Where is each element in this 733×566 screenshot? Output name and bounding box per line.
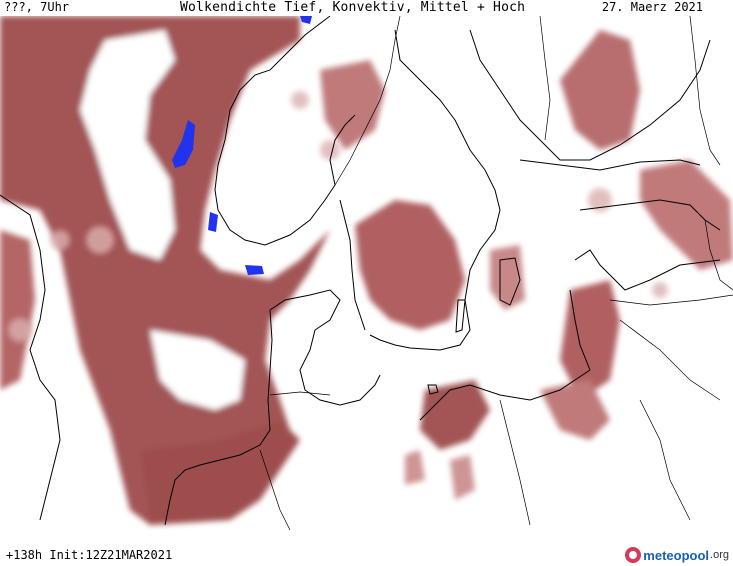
map-title: Wolkendichte Tief, Konvektiv, Mittel + H… xyxy=(180,0,526,15)
cloud-area-baltic-states xyxy=(560,280,620,400)
country-borders xyxy=(259,16,733,530)
coastline-norway xyxy=(214,16,356,246)
coastline-lithuania xyxy=(569,289,591,371)
valid-time-label: ???, 7Uhr xyxy=(4,0,70,14)
map-header: ???, 7Uhr Wolkendichte Tief, Konvektiv, … xyxy=(0,0,733,16)
cloud-density-map xyxy=(0,16,733,530)
coastline-poland xyxy=(419,369,591,421)
coastline-uk xyxy=(0,194,61,521)
cloud-area-scattered-1 xyxy=(450,455,475,500)
ice-patch xyxy=(300,16,312,24)
border-germany-netherlands xyxy=(259,449,291,530)
ice-patches-layer xyxy=(172,16,312,275)
coastline-sweden-west xyxy=(339,199,366,331)
border-poland-germany xyxy=(499,399,531,526)
cloud-cover-layer xyxy=(0,16,733,525)
coastline-sweden-east xyxy=(369,29,501,351)
cloud-area-poland-north xyxy=(540,380,610,440)
logo-main-text: meteopool xyxy=(643,547,710,563)
cloud-fringe xyxy=(8,318,32,342)
cloud-fringe xyxy=(320,140,340,160)
logo-suffix-text: .org xyxy=(710,549,729,561)
border-latvia-lithuania xyxy=(609,294,733,306)
coastline-denmark xyxy=(269,289,381,406)
meteopool-logo[interactable]: meteopool .org xyxy=(625,545,729,565)
coastline-latvia xyxy=(574,249,721,291)
cloud-fringe xyxy=(652,282,668,298)
cloud-area-scattered-2 xyxy=(405,450,425,485)
ice-patch xyxy=(245,265,264,275)
cloud-area-sweden-central xyxy=(320,60,385,150)
cloud-area-finland xyxy=(560,30,640,150)
cloud-area-germany-east xyxy=(420,380,490,450)
cloud-fringe xyxy=(291,91,309,109)
coastline-germany xyxy=(164,309,273,526)
cloud-fringe xyxy=(588,188,612,212)
cloud-area-atlantic xyxy=(0,16,330,525)
map-footer: +138h Init:12Z21MAR2021 meteopool .org xyxy=(0,530,733,566)
border-sweden-finland xyxy=(539,16,551,141)
cloud-area-sweden-south xyxy=(355,200,465,330)
ice-patch xyxy=(208,212,218,232)
cloud-fringe xyxy=(86,226,114,254)
border-poland-belarus xyxy=(639,399,691,521)
cloud-area-uk-west xyxy=(0,230,35,390)
cloud-fringe-layer xyxy=(8,91,668,342)
cloud-area-latvia xyxy=(640,160,733,270)
coastline-estonia xyxy=(579,199,721,231)
border-lithuania-belarus xyxy=(619,319,721,401)
cloud-area-netherlands xyxy=(140,420,300,525)
coastline-bornholm xyxy=(427,384,439,395)
meteopool-logo-icon xyxy=(625,547,642,563)
cloud-gap-north-sea-2 xyxy=(150,330,245,410)
cloud-gap-north-sea xyxy=(80,30,175,260)
forecast-date: 27. Maerz 2021 xyxy=(601,0,703,14)
ice-patch xyxy=(172,120,195,168)
coastline-gotland xyxy=(499,257,521,306)
coastline-oland xyxy=(455,299,466,333)
border-finland-russia xyxy=(689,16,721,166)
coastline-bothnia xyxy=(469,29,711,161)
border-germany-denmark xyxy=(269,391,331,396)
cloud-fringe xyxy=(50,230,70,250)
border-norway-sweden xyxy=(334,16,401,186)
coastlines xyxy=(0,16,721,526)
model-run-info: +138h Init:12Z21MAR2021 xyxy=(6,548,173,562)
coastline-finland-south xyxy=(519,159,701,171)
border-estonia-russia xyxy=(704,219,733,291)
